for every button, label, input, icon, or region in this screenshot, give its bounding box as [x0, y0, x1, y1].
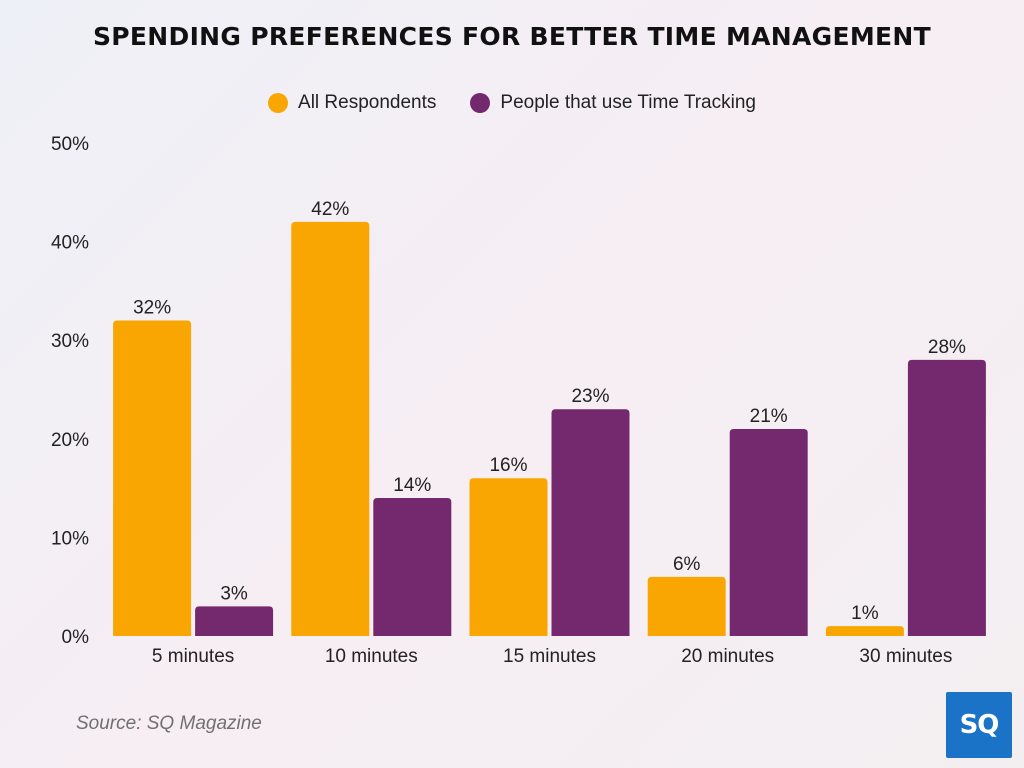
bar-time-tracking [551, 409, 630, 636]
x-tick-label: 15 minutes [503, 646, 596, 667]
legend-item-all-respondents: All Respondents [268, 92, 436, 114]
bar-all-respondents [469, 478, 548, 636]
bar-time-tracking [195, 606, 274, 636]
data-label: 23% [571, 386, 609, 407]
bar-all-respondents [647, 576, 726, 636]
source-note: Source: SQ Magazine [76, 713, 262, 734]
data-label: 14% [393, 475, 431, 496]
y-tick-label: 20% [51, 430, 89, 451]
legend-item-time-tracking: People that use Time Tracking [470, 92, 756, 114]
y-tick-label: 30% [51, 331, 89, 352]
data-label: 16% [489, 455, 527, 476]
x-tick-label: 5 minutes [152, 646, 234, 667]
legend-label-all-respondents: All Respondents [298, 92, 437, 113]
data-label: 3% [220, 583, 248, 604]
y-tick-label: 40% [51, 233, 89, 254]
chart-title: SPENDING PREFERENCES FOR BETTER TIME MAN… [93, 22, 931, 51]
data-label: 21% [750, 406, 788, 427]
data-label: 32% [133, 297, 171, 318]
data-label: 42% [311, 199, 349, 220]
sq-magazine-logo: SQ [946, 692, 1012, 758]
y-tick-label: 0% [62, 627, 90, 648]
y-tick-label: 10% [51, 528, 89, 549]
legend: All Respondents People that use Time Tra… [0, 92, 1024, 114]
data-label: 1% [851, 603, 879, 624]
data-label: 28% [928, 337, 966, 358]
x-tick-label: 30 minutes [859, 646, 952, 667]
bar-time-tracking [373, 497, 452, 636]
bar-time-tracking [907, 359, 986, 636]
legend-marker-time-tracking [470, 93, 491, 113]
legend-marker-all-respondents [268, 93, 289, 113]
bar-all-respondents [291, 221, 370, 636]
data-label: 6% [673, 554, 701, 575]
bar-all-respondents [113, 320, 192, 636]
x-tick-label: 10 minutes [325, 646, 418, 667]
bar-all-respondents [825, 626, 904, 636]
bar-time-tracking [729, 428, 808, 636]
legend-label-time-tracking: People that use Time Tracking [500, 92, 756, 113]
x-tick-label: 20 minutes [681, 646, 774, 667]
y-tick-label: 50% [51, 134, 89, 155]
